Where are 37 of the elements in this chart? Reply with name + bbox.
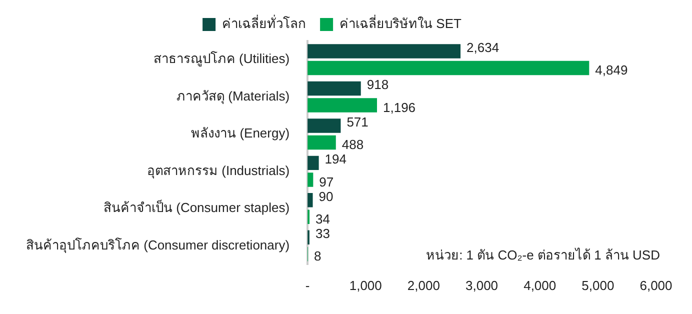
y-tick-label: สินค้าอุปโภคบริโภค (Consumer discretionary) xyxy=(26,237,290,254)
legend-label: ค่าเฉลี่ยบริษัทใน SET xyxy=(340,15,462,32)
x-tick-label: 3,000 xyxy=(466,278,498,293)
data-label: 194 xyxy=(324,152,347,167)
x-tick-label: 2,000 xyxy=(407,278,440,293)
x-tick-label: - xyxy=(305,278,310,293)
bar xyxy=(308,118,341,133)
data-label: 4,849 xyxy=(595,62,628,78)
annotation: หน่วย: 1 ตัน CO₂-e ต่อรายได้ 1 ล้าน USD xyxy=(426,247,660,262)
data-label: 1,196 xyxy=(383,100,416,115)
y-tick-label: ภาควัสดุ (Materials) xyxy=(176,88,290,104)
data-label: 33 xyxy=(315,226,330,241)
data-label: 571 xyxy=(346,114,368,130)
x-tick-label: 5,000 xyxy=(582,278,614,293)
data-label: 918 xyxy=(366,77,389,92)
bar xyxy=(308,81,361,96)
x-tick-label: 4,000 xyxy=(524,278,556,293)
y-tick-label: สาธารณูปโภค (Utilities) xyxy=(153,51,290,68)
legend-label: ค่าเฉลี่ยทั่วโลก xyxy=(222,15,306,32)
bar xyxy=(308,135,336,150)
bar xyxy=(308,193,313,208)
y-tick-label: สินค้าจำเป็น (Consumer staples) xyxy=(104,198,290,216)
bar xyxy=(308,44,461,58)
data-label: 90 xyxy=(318,188,334,204)
data-label: 2,634 xyxy=(466,40,500,55)
y-tick-label: อุตสาหกรรม (Industrials) xyxy=(147,162,290,179)
data-label: 34 xyxy=(316,212,330,227)
bar xyxy=(308,156,319,170)
bar xyxy=(308,60,590,76)
bar xyxy=(308,98,378,112)
bar xyxy=(308,172,314,187)
data-label: 8 xyxy=(314,248,322,264)
data-label: 97 xyxy=(319,174,334,190)
x-tick-label: 6,000 xyxy=(640,278,672,293)
data-label: 488 xyxy=(342,137,364,152)
x-tick-label: 1,000 xyxy=(349,278,382,293)
y-tick-label: พลังงาน (Energy) xyxy=(191,126,290,141)
